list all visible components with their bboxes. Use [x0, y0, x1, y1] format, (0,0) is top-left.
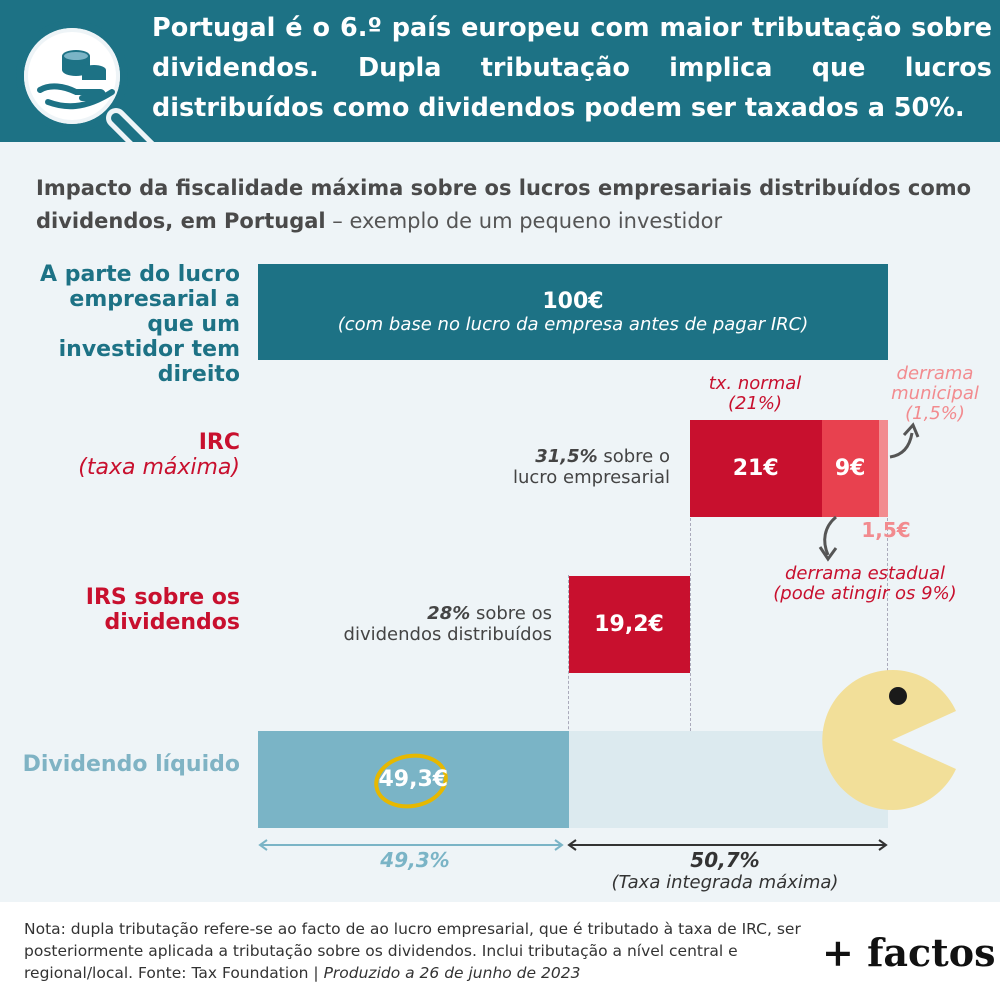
bottom-tax-label: (Taxa integrada máxima) [611, 872, 839, 893]
note-irc-text2: lucro empresarial [513, 467, 670, 488]
arrow-municipal-icon [889, 422, 920, 459]
label-irc-sub: (taxa máxima) [78, 455, 240, 480]
highlight-circle [374, 753, 448, 809]
annotation-derrama-municipal: derrama municipal (1,5%) [872, 364, 998, 424]
bar-derrama-municipal [878, 420, 888, 517]
page-title: Portugal é o 6.º país europeu com maior … [152, 13, 992, 123]
annotation-tx-normal-label: tx. normal [708, 373, 802, 394]
bar-irs: 19,2€ [568, 576, 690, 673]
note-irs-text: sobre os [470, 603, 552, 624]
footer-text: Nota: dupla tributação refere-se ao fact… [24, 920, 801, 982]
chart-subtitle: Impacto da fiscalidade máxima sobre os l… [36, 172, 976, 238]
pacman-icon [822, 670, 956, 810]
footer-note: Nota: dupla tributação refere-se ao fact… [24, 918, 804, 984]
arrow-estadual-icon [818, 515, 838, 562]
bottom-brackets [258, 839, 888, 851]
bar-investor: 100€ (com base no lucro da empresa antes… [258, 264, 888, 360]
bar-investor-sublabel: (com base no lucro da empresa antes de p… [337, 314, 809, 335]
bar-derrama-estadual: 9€ [821, 420, 879, 517]
bar-irc-normal: 21€ [689, 420, 822, 517]
annotation-small-value: 1,5€ [861, 518, 911, 542]
bar-net-value: 49,3€ [378, 767, 449, 792]
magnifier-coins-icon [4, 8, 174, 168]
note-irs: 28% sobre os dividendos distribuídos [290, 603, 552, 645]
label-irc: IRC (taxa máxima) [20, 430, 240, 480]
note-irc-text: sobre o [597, 446, 670, 467]
bar-net: 49,3€ [258, 731, 569, 828]
note-irs-pct: 28% [427, 603, 471, 624]
label-investor: A parte do lucro empresarial a que um in… [40, 262, 240, 387]
annotation-derrama-municipal-1: derrama [896, 363, 974, 384]
bar-investor-value: 100€ [542, 289, 604, 314]
guide-line-net [568, 575, 569, 825]
annotation-tx-normal: tx. normal (21%) [690, 374, 820, 414]
bar-irc-normal-value: 21€ [732, 456, 779, 481]
annotation-derrama-municipal-pct: (1,5%) [905, 403, 965, 424]
subtitle-bold: Impacto da fiscalidade máxima sobre os l… [36, 176, 972, 233]
annotation-derrama-estadual: derrama estadual (pode atingir os 9%) [760, 564, 970, 604]
bottom-tax-pct: 50,7% [690, 848, 760, 872]
annotation-derrama-estadual-1: derrama estadual [784, 563, 946, 584]
brand-logo: + factos [822, 930, 996, 975]
annotation-derrama-municipal-2: municipal [891, 383, 979, 404]
label-net: Dividendo líquido [22, 752, 240, 777]
bottom-tax: 50,7% (Taxa integrada máxima) [590, 848, 860, 893]
label-irs: IRS sobre os dividendos [85, 585, 240, 635]
subtitle-light: – exemplo de um pequeno investidor [325, 209, 723, 233]
note-irc: 31,5% sobre o lucro empresarial [470, 446, 670, 488]
bar-derrama-estadual-value: 9€ [834, 456, 866, 481]
bar-irs-value: 19,2€ [594, 612, 664, 637]
bottom-net-pct: 49,3% [380, 848, 450, 872]
header-banner [0, 0, 1000, 142]
label-irc-title: IRC [198, 430, 240, 455]
annotation-tx-normal-pct: (21%) [727, 393, 783, 414]
annotation-derrama-estadual-2: (pode atingir os 9%) [773, 583, 957, 604]
note-irc-pct: 31,5% [535, 446, 598, 467]
footer-produced: Produzido a 26 de junho de 2023 [323, 964, 581, 982]
guide-line-irs [690, 518, 691, 826]
note-irs-text2: dividendos distribuídos [343, 624, 552, 645]
